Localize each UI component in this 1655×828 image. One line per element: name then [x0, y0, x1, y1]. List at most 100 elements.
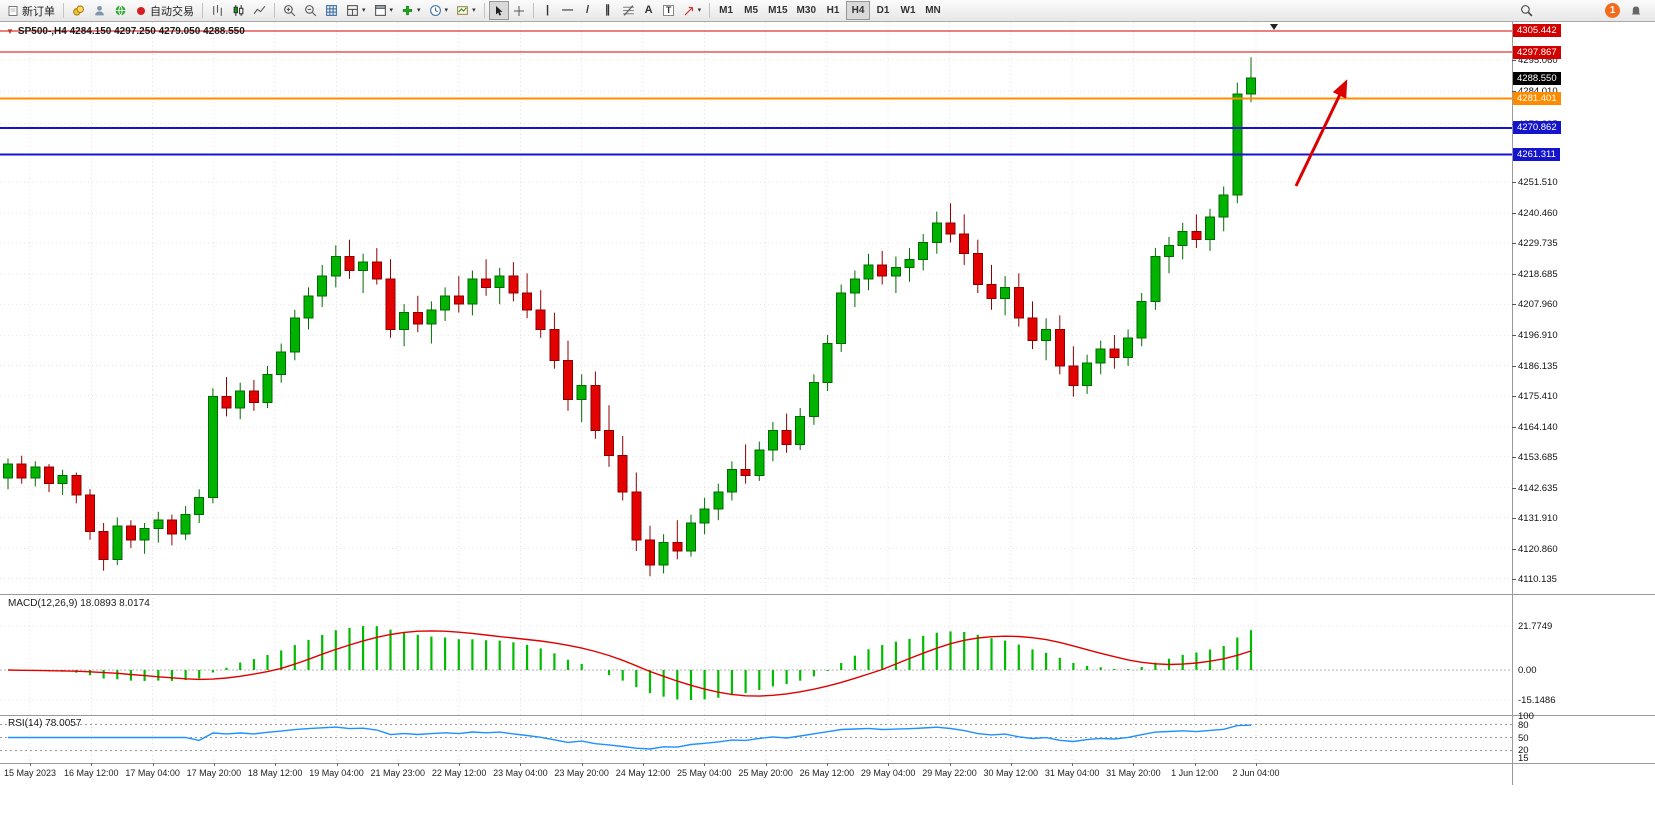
timeframe-M30[interactable]: M30: [793, 1, 820, 20]
timeframe-D1[interactable]: D1: [871, 1, 895, 20]
time-axis-label: 31 May 04:00: [1044, 768, 1100, 778]
price-axis-label: 4218.685: [1518, 269, 1558, 281]
time-axis-label: 15 May 2023: [3, 768, 57, 778]
scale-marker-icon[interactable]: [1270, 24, 1278, 30]
horizontal-line-icon: —: [562, 4, 574, 16]
axis-tick: [1512, 335, 1516, 337]
zoom-out-button[interactable]: [300, 1, 321, 20]
time-axis-label: 29 May 04:00: [860, 768, 916, 778]
axis-tick: [1512, 578, 1516, 580]
time-tick: [1010, 763, 1012, 766]
candlestick-plot[interactable]: [0, 22, 1512, 594]
new-order-button[interactable]: 新订单: [3, 1, 59, 20]
grid-button[interactable]: [321, 1, 342, 20]
toolbar: 新订单 自动交易 ▾ ▾ ▾ ▾: [0, 0, 1655, 22]
templates-button[interactable]: ▾: [452, 1, 480, 20]
price-line-badge: 4270.862: [1513, 121, 1561, 135]
macd-axis-label: 0.00: [1518, 665, 1537, 676]
price-axis-label: 4207.960: [1518, 299, 1558, 311]
timeframe-M15[interactable]: M15: [764, 1, 791, 20]
rsi-axis-label: 80: [1518, 719, 1529, 731]
line-chart-icon: [253, 5, 266, 15]
time-tick: [336, 763, 338, 766]
line-chart-button[interactable]: [249, 1, 270, 20]
timeframe-M1[interactable]: M1: [714, 1, 738, 20]
channel-button[interactable]: ∥: [598, 1, 618, 20]
timeframe-W1[interactable]: W1: [896, 1, 920, 20]
channel-icon: ∥: [604, 4, 611, 16]
toolbar-separator: [709, 3, 711, 18]
time-axis-label: 23 May 04:00: [493, 768, 548, 778]
chevron-down-icon: ▾: [697, 7, 702, 14]
notification-badge[interactable]: 1: [1605, 3, 1620, 18]
auto-trading-label: 自动交易: [150, 5, 194, 18]
price-axis-label: 4186.135: [1518, 360, 1558, 372]
current-price-badge: 4288.550: [1513, 71, 1561, 85]
timeframe-MN[interactable]: MN: [921, 1, 945, 20]
axis-tick: [1512, 213, 1516, 215]
bar-chart-icon: [213, 5, 222, 16]
panel-separator-macd[interactable]: [0, 594, 1655, 595]
template-icon: [457, 6, 468, 15]
macd-plot[interactable]: [0, 594, 1512, 715]
vertical-line-button[interactable]: |: [538, 1, 558, 20]
price-axis-label: 4251.510: [1518, 177, 1558, 189]
label-tool-icon: T: [662, 5, 675, 16]
price-axis-label: 4131.910: [1518, 512, 1558, 524]
macd-axis-label: 21.7749: [1518, 621, 1553, 632]
crosshair-button[interactable]: [509, 1, 529, 20]
add-indicator-button[interactable]: ▾: [397, 1, 425, 20]
time-axis[interactable]: 15 May 2023 16 May 12:00 17 May 04:00 17 Ma…: [0, 763, 1655, 787]
grid-icon: [326, 5, 337, 16]
rsi-plot[interactable]: [0, 715, 1512, 762]
rsi-label: RSI(14) 78.0057: [8, 718, 82, 729]
arrows-tool-button[interactable]: ▾: [679, 1, 706, 20]
timeframe-H4[interactable]: H4: [846, 1, 870, 20]
price-axis-label: 4153.685: [1518, 451, 1558, 463]
search-button[interactable]: [1516, 1, 1537, 20]
text-tool-button[interactable]: A: [639, 1, 659, 20]
price-axis-label: 4240.460: [1518, 208, 1558, 220]
toolbar-separator: [532, 3, 534, 18]
timeframe-H1[interactable]: H1: [821, 1, 845, 20]
cursor-button[interactable]: [488, 1, 509, 20]
price-axis[interactable]: 4295.0604284.0104272.3854251.5104240.460…: [1512, 22, 1655, 785]
add-indicator-icon: [402, 5, 413, 16]
candlestick-chart-button[interactable]: [228, 1, 249, 20]
axis-tick: [1512, 60, 1516, 61]
time-tick: [1072, 763, 1074, 766]
timeframe-M5[interactable]: M5: [739, 1, 763, 20]
toolbar-separator: [202, 3, 203, 18]
periods-button[interactable]: ▾: [425, 1, 453, 20]
zoom-in-button[interactable]: [279, 1, 300, 20]
tile-windows-button[interactable]: ▾: [342, 1, 370, 20]
wallet-button[interactable]: [68, 1, 89, 20]
time-axis-label: 1 Jun 12:00: [1171, 768, 1219, 778]
axis-tick: [1512, 91, 1516, 92]
time-tick: [1256, 763, 1257, 766]
profile-button[interactable]: [89, 1, 110, 20]
time-tick: [826, 763, 828, 766]
bell-button[interactable]: [1626, 1, 1646, 20]
time-tick: [765, 763, 767, 766]
axis-tick: [1512, 304, 1516, 306]
chevron-down-icon: ▾: [389, 7, 394, 14]
fibonacci-button[interactable]: [618, 1, 639, 20]
toolbar-right-group: 1: [1516, 1, 1652, 20]
data-window-icon: [374, 5, 386, 16]
horizontal-line-button[interactable]: —: [558, 1, 578, 20]
auto-trading-button[interactable]: 自动交易: [131, 1, 198, 20]
chevron-down-icon: ▾: [362, 7, 366, 14]
time-tick: [1133, 763, 1135, 766]
data-window-button[interactable]: ▾: [370, 1, 398, 20]
toolbar-separator: [274, 3, 275, 18]
label-tool-button[interactable]: T: [659, 1, 679, 20]
time-tick: [213, 763, 215, 766]
panel-separator-rsi[interactable]: [0, 715, 1655, 716]
bar-chart-button[interactable]: [207, 1, 228, 20]
trendline-button[interactable]: /: [578, 1, 598, 20]
time-axis-label: 31 May 20:00: [1106, 768, 1161, 778]
price-line-badge: 4261.311: [1513, 148, 1560, 162]
community-button[interactable]: [110, 1, 131, 20]
time-tick: [949, 763, 951, 766]
